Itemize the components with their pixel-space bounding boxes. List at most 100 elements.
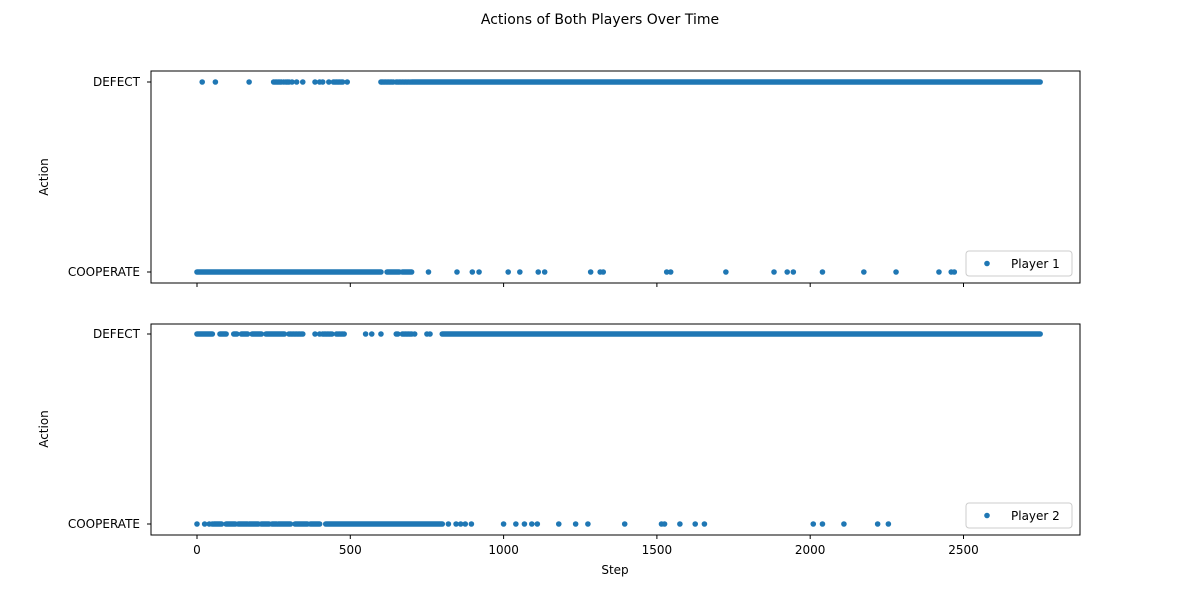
cooperate-point bbox=[513, 521, 519, 527]
defect-point bbox=[362, 331, 369, 337]
cooperate-point bbox=[723, 269, 729, 275]
defect-point bbox=[411, 331, 418, 337]
cooperate-point bbox=[445, 521, 452, 527]
cooperate-point bbox=[951, 269, 958, 275]
legend-box bbox=[965, 502, 1073, 529]
y-axis-label: Action bbox=[37, 158, 51, 196]
plot-frame bbox=[150, 70, 1081, 284]
defect-point bbox=[293, 79, 300, 85]
cooperate-point bbox=[819, 521, 826, 527]
cooperate-point bbox=[677, 521, 683, 527]
cooperate-point bbox=[784, 269, 790, 275]
cooperate-point bbox=[621, 521, 628, 527]
cooperate-point bbox=[476, 269, 482, 275]
defect-point bbox=[312, 331, 318, 337]
cooperate-point bbox=[790, 269, 797, 275]
figure-title: Actions of Both Players Over Time bbox=[481, 12, 719, 28]
defect-point bbox=[344, 79, 351, 85]
cooperate-point bbox=[819, 269, 826, 275]
legend: Player 1 bbox=[965, 250, 1073, 277]
legend-label: Player 1 bbox=[1011, 257, 1060, 271]
x-axis-label: Step bbox=[601, 563, 628, 577]
cooperate-point bbox=[201, 521, 208, 527]
cooperate-point bbox=[585, 521, 591, 527]
cooperate-point bbox=[521, 521, 528, 527]
cooperate-point bbox=[194, 521, 200, 527]
x-tick-label: 0 bbox=[193, 543, 201, 557]
cooperate-point bbox=[771, 269, 777, 275]
cooperate-point bbox=[885, 521, 892, 527]
x-tick-label: 1000 bbox=[488, 543, 519, 557]
cooperate-point bbox=[453, 521, 459, 527]
cooperate-point bbox=[572, 521, 579, 527]
defect-point bbox=[199, 79, 206, 85]
defect-point bbox=[299, 79, 306, 85]
plot-frame bbox=[150, 323, 1081, 536]
cooperate-point bbox=[667, 269, 674, 275]
cooperate-point bbox=[468, 521, 475, 527]
cooperate-point bbox=[517, 269, 523, 275]
x-tick-label: 2000 bbox=[795, 543, 826, 557]
cooperate-point bbox=[457, 521, 464, 527]
cooperate-point bbox=[454, 269, 460, 275]
cooperate-point bbox=[528, 521, 535, 527]
cooperate-point bbox=[555, 521, 562, 527]
x-tick-label: 1500 bbox=[642, 543, 673, 557]
axis-ticks: 0 500 1000 1500 2000 2500 COOPERATE DEFECT bbox=[68, 327, 979, 557]
defect-point bbox=[319, 79, 326, 85]
legend: Player 2 bbox=[965, 502, 1073, 529]
y-axis-label: Action bbox=[37, 410, 51, 448]
defect-point bbox=[339, 79, 346, 85]
cooperate-point bbox=[469, 269, 476, 275]
player-1-panel: Action COOPERATE DEFECT Player 1 bbox=[37, 70, 1081, 287]
y-tick-label: DEFECT bbox=[93, 75, 141, 89]
defect-point bbox=[246, 79, 252, 85]
axis-ticks: COOPERATE DEFECT bbox=[68, 75, 964, 287]
cooperate-point bbox=[462, 521, 469, 527]
defect-point bbox=[378, 331, 384, 337]
defect-point bbox=[427, 331, 433, 337]
cooperate-point bbox=[893, 269, 899, 275]
defect-point bbox=[289, 79, 295, 85]
cooperate-point bbox=[874, 521, 881, 527]
defect-point bbox=[407, 79, 413, 85]
y-tick-label: COOPERATE bbox=[68, 265, 140, 279]
scatter-points bbox=[194, 331, 1043, 527]
defect-point bbox=[312, 79, 318, 85]
defect-point bbox=[395, 331, 401, 337]
cooperate-point bbox=[841, 521, 847, 527]
cooperate-point bbox=[810, 521, 817, 527]
cooperate-point bbox=[936, 269, 942, 275]
cooperate-point bbox=[534, 521, 541, 527]
legend-label: Player 2 bbox=[1011, 509, 1060, 523]
defect-point bbox=[368, 331, 375, 337]
cooperate-point bbox=[500, 521, 507, 527]
defect-point bbox=[326, 79, 332, 85]
legend-marker bbox=[984, 260, 990, 267]
player-2-panel: Action 0 500 1000 1500 2000 2500 COOPERATE DEFE… bbox=[37, 323, 1081, 577]
cooperate-point bbox=[861, 269, 867, 275]
cooperate-point bbox=[661, 521, 668, 527]
scatter-points bbox=[194, 79, 1043, 275]
cooperate-point bbox=[663, 269, 670, 275]
defect-point bbox=[299, 331, 306, 337]
cooperate-point bbox=[425, 269, 432, 275]
defect-point bbox=[329, 331, 335, 337]
y-tick-label: DEFECT bbox=[93, 327, 141, 341]
x-tick-label: 500 bbox=[339, 543, 362, 557]
cooperate-point bbox=[541, 269, 548, 275]
defect-point bbox=[341, 331, 347, 337]
cooperate-point bbox=[587, 269, 594, 275]
cooperate-point bbox=[209, 521, 216, 527]
cooperate-point bbox=[692, 521, 699, 527]
y-tick-label: COOPERATE bbox=[68, 517, 140, 531]
legend-box bbox=[965, 250, 1073, 277]
x-tick-label: 2500 bbox=[948, 543, 979, 557]
cooperate-point bbox=[535, 269, 542, 275]
cooperate-point bbox=[701, 521, 708, 527]
defect-point bbox=[212, 79, 219, 85]
legend-marker bbox=[984, 512, 990, 519]
cooperate-point bbox=[600, 269, 607, 275]
cooperate-point bbox=[505, 269, 511, 275]
